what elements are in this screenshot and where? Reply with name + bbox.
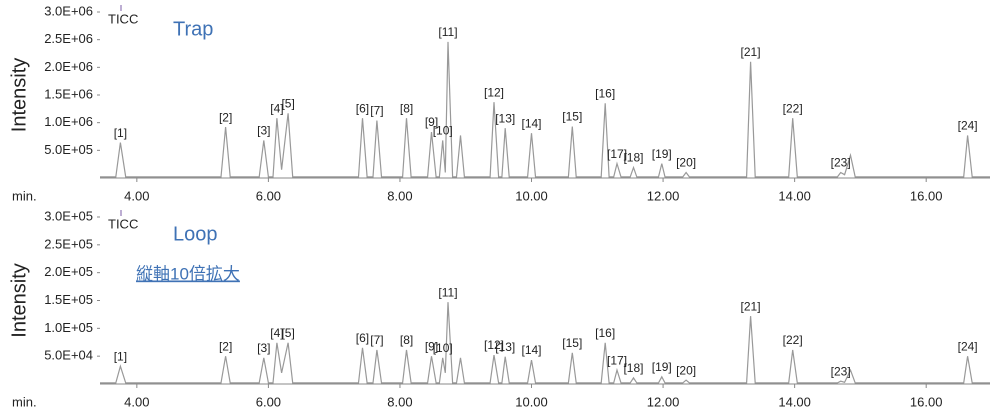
- peak-label: [1]: [114, 349, 127, 363]
- x-tick-label: 16.00: [910, 394, 943, 409]
- chromatogram-line: [100, 302, 990, 384]
- x-axis-label: min.: [12, 394, 37, 409]
- y-axis-label: Intensity: [8, 263, 30, 337]
- peak-label: [19]: [652, 147, 672, 161]
- peak-label: [4]: [270, 101, 283, 115]
- peak-label: [23]: [831, 156, 851, 170]
- peak-label: [8]: [400, 333, 413, 347]
- peak-label: [6]: [356, 101, 369, 115]
- peak-label: [10]: [433, 124, 453, 138]
- peak-label: [8]: [400, 101, 413, 115]
- peak-label: [20]: [676, 363, 696, 377]
- peak-label: [1]: [114, 126, 127, 140]
- x-tick-label: 10.00: [515, 394, 548, 409]
- peak-label: [2]: [219, 339, 232, 353]
- peak-label: [12]: [484, 85, 504, 99]
- legend-label: TICC: [108, 11, 138, 26]
- peak-label: [4]: [270, 326, 283, 340]
- peak-label: [7]: [370, 333, 383, 347]
- peak-label: [3]: [257, 341, 270, 355]
- peak-label: [2]: [219, 110, 232, 124]
- peak-label: [16]: [595, 326, 615, 340]
- y-tick-label: 1.0E+05: [44, 320, 93, 335]
- peak-label: [5]: [281, 326, 294, 340]
- peak-label: [14]: [522, 343, 542, 357]
- x-tick-label: 12.00: [647, 394, 680, 409]
- y-tick-label: 2.0E+06: [44, 59, 93, 74]
- peak-label: [20]: [676, 156, 696, 170]
- y-tick-label: 2.5E+05: [44, 236, 93, 251]
- peak-label: [14]: [522, 116, 542, 130]
- peak-label: [21]: [741, 299, 761, 313]
- x-axis-label: min.: [12, 188, 37, 203]
- peak-label: [24]: [958, 339, 978, 353]
- x-tick-label: 6.00: [256, 188, 281, 203]
- y-tick-label: 3.0E+05: [44, 208, 93, 223]
- peak-label: [19]: [652, 360, 672, 374]
- peak-label: [18]: [623, 151, 643, 165]
- peak-label: [7]: [370, 104, 383, 118]
- peak-label: [16]: [595, 86, 615, 100]
- y-tick-label: 2.5E+06: [44, 31, 93, 46]
- peak-label: [17]: [607, 353, 627, 367]
- peak-label: [15]: [562, 336, 582, 350]
- peak-label: [24]: [958, 119, 978, 133]
- x-tick-label: 4.00: [124, 188, 149, 203]
- y-tick-label: 1.5E+05: [44, 292, 93, 307]
- legend-label: TICC: [108, 216, 138, 231]
- peak-label: [15]: [562, 110, 582, 124]
- peak-label: [17]: [607, 147, 627, 161]
- peak-label: [11]: [438, 285, 457, 299]
- peak-label: [9]: [425, 339, 438, 353]
- x-tick-label: 12.00: [647, 188, 680, 203]
- x-tick-label: 10.00: [515, 188, 548, 203]
- peak-label: [18]: [623, 361, 643, 375]
- x-tick-label: 14.00: [778, 188, 811, 203]
- peak-label: [22]: [783, 101, 803, 115]
- panel-label: Trap: [173, 18, 213, 40]
- x-tick-label: 8.00: [387, 188, 412, 203]
- y-tick-label: 1.5E+06: [44, 86, 93, 101]
- x-tick-label: 6.00: [256, 394, 281, 409]
- peak-label: [13]: [495, 340, 515, 354]
- y-tick-label: 2.0E+05: [44, 264, 93, 279]
- peak-label: [11]: [438, 25, 457, 39]
- chromatogram-line: [100, 41, 990, 178]
- peak-label: [12]: [484, 338, 504, 352]
- y-tick-label: 3.0E+06: [44, 3, 93, 18]
- panel-label: Loop: [173, 223, 218, 245]
- peak-label: [3]: [257, 124, 270, 138]
- peak-label: [13]: [495, 111, 515, 125]
- peak-label: [21]: [741, 45, 761, 59]
- peak-label: [9]: [425, 115, 438, 129]
- x-tick-label: 16.00: [910, 188, 943, 203]
- scale-link[interactable]: 縦軸10倍拡大: [136, 264, 240, 283]
- y-tick-label: 1.0E+06: [44, 114, 93, 129]
- x-tick-label: 8.00: [387, 394, 412, 409]
- peak-label: [5]: [281, 96, 294, 110]
- peak-label: [22]: [783, 333, 803, 347]
- y-tick-label: 5.0E+04: [44, 348, 93, 363]
- x-tick-label: 14.00: [778, 394, 811, 409]
- x-tick-label: 4.00: [124, 394, 149, 409]
- peak-label: [23]: [831, 364, 851, 378]
- peak-label: [10]: [433, 341, 453, 355]
- peak-label: [6]: [356, 331, 369, 345]
- y-tick-label: 5.0E+05: [44, 142, 93, 157]
- y-axis-label: Intensity: [8, 58, 30, 132]
